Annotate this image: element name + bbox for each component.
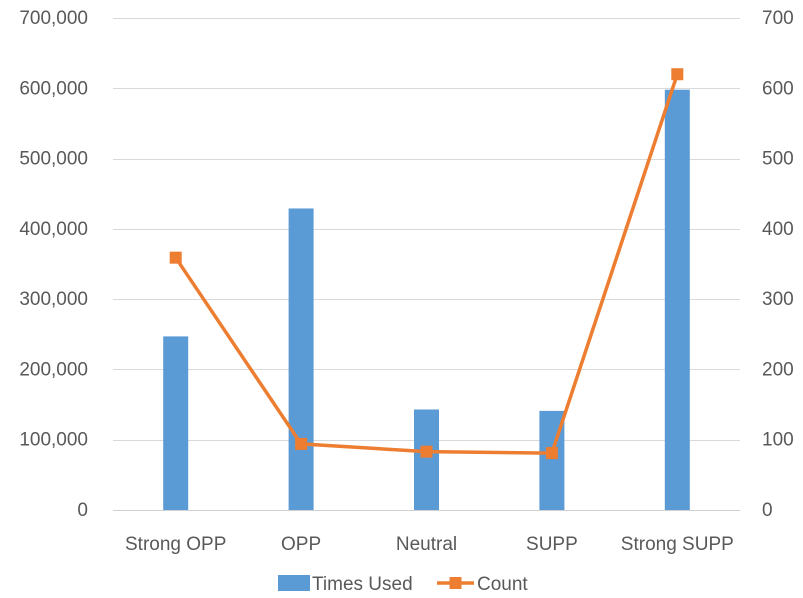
category-label: SUPP [526, 534, 578, 555]
right-axis-tick-label: 400 [762, 219, 794, 240]
legend-marker-count [449, 577, 462, 589]
right-axis: 0 100 200 300 400 500 600 700 [762, 8, 794, 521]
category-label: Strong SUPP [621, 534, 734, 555]
legend-label-times-used: Times Used [312, 574, 413, 595]
legend-swatch-times-used [278, 575, 310, 591]
count-line [174, 73, 679, 455]
category-label: OPP [281, 534, 321, 555]
left-axis-tick-label: 0 [77, 500, 88, 521]
count-marker [295, 437, 308, 450]
category-axis: Strong OPP OPP Neutral SUPP Strong SUPP [125, 534, 734, 555]
left-axis-tick-label: 100,000 [19, 430, 88, 451]
line-series-count [169, 68, 684, 460]
right-axis-tick-label: 100 [762, 430, 794, 451]
count-marker [671, 68, 684, 81]
right-axis-tick-label: 0 [762, 500, 773, 521]
bar-times-used [414, 409, 439, 510]
left-axis-tick-label: 400,000 [19, 219, 88, 240]
gridlines [113, 18, 740, 511]
left-axis-tick-label: 500,000 [19, 149, 88, 170]
legend: Times Used Count [278, 574, 528, 595]
left-axis: 0 100,000 200,000 300,000 400,000 500,000 600,… [19, 8, 88, 521]
right-axis-tick-label: 500 [762, 149, 794, 170]
right-axis-tick-label: 700 [762, 8, 794, 29]
count-marker [420, 445, 433, 458]
bar-times-used [288, 208, 314, 510]
left-axis-tick-label: 200,000 [19, 359, 88, 380]
count-marker [545, 447, 558, 460]
right-axis-tick-label: 200 [762, 359, 794, 380]
left-axis-tick-label: 600,000 [19, 78, 88, 99]
category-label: Neutral [396, 534, 457, 555]
right-axis-tick-label: 300 [762, 289, 794, 310]
legend-label-count: Count [477, 574, 528, 595]
left-axis-tick-label: 300,000 [19, 289, 88, 310]
right-axis-tick-label: 600 [762, 78, 794, 99]
bar-series-times-used [163, 89, 690, 510]
bar-times-used [664, 89, 690, 510]
bar-times-used [163, 336, 189, 510]
count-marker [169, 251, 182, 264]
category-label: Strong OPP [125, 534, 226, 555]
left-axis-tick-label: 700,000 [19, 8, 88, 29]
